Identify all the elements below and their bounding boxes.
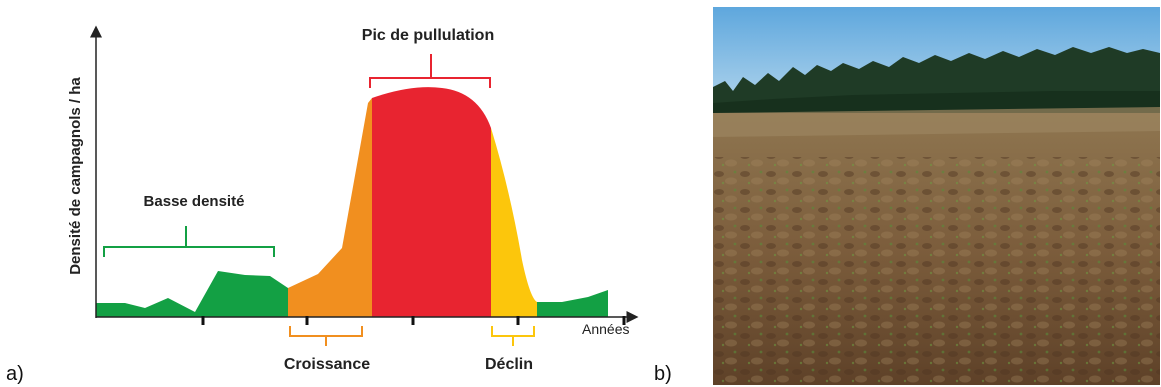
field-photo-illustration [713, 7, 1160, 385]
field-texture [713, 157, 1160, 385]
growth-area [288, 98, 372, 317]
field-far-band [713, 107, 1160, 137]
low-density-area [96, 271, 288, 317]
low-density-label: Basse densité [144, 193, 245, 210]
decline-label: Déclin [485, 356, 533, 373]
low-density-area-end [537, 290, 608, 317]
field-photo [713, 7, 1160, 385]
low-density-bracket [103, 226, 275, 257]
y-axis-label: Densité de campagnols / ha [67, 77, 84, 275]
x-axis-ticks [201, 316, 626, 325]
x-axis-label: Années [582, 321, 629, 337]
panel-letter-a: a) [6, 363, 24, 385]
decline-area [491, 128, 537, 317]
decline-bracket [491, 326, 535, 346]
panel-letter-b: b) [654, 363, 672, 385]
peak-bracket [369, 54, 491, 88]
growth-bracket [289, 326, 363, 346]
peak-label: Pic de pullulation [362, 27, 494, 44]
growth-label: Croissance [284, 356, 370, 373]
peak-area [372, 87, 491, 317]
vole-population-cycle-diagram: Densité de campagnols / ha Années Basse … [67, 25, 639, 373]
